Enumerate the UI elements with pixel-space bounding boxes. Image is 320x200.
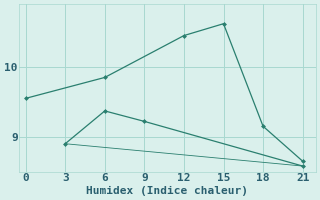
X-axis label: Humidex (Indice chaleur): Humidex (Indice chaleur) — [86, 186, 248, 196]
